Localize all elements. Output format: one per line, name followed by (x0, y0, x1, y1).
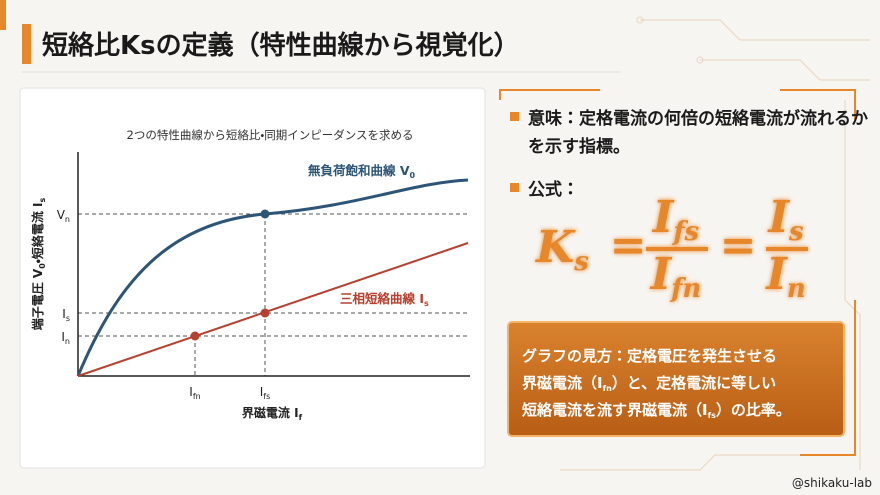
subscript: n (787, 274, 806, 304)
fraction-bar (646, 247, 708, 251)
text: I (766, 192, 790, 243)
text: 三相短絡曲線 I (340, 291, 424, 306)
text: 無負荷飽和曲線 V (308, 163, 410, 178)
meaning: を示す指標。 (528, 136, 630, 157)
numerator: Ifs (651, 192, 700, 247)
x-tick-label: Ifn (189, 385, 200, 401)
chart-caption: 2つの特性曲線から短絡比・同期インピーダンスを求める (127, 128, 414, 142)
curve-label: 無負荷飽和曲線 V0 (308, 163, 416, 180)
subscript: 0 (410, 171, 416, 180)
text: I (651, 192, 675, 243)
text: ）と、定格電流に等しい (612, 374, 776, 392)
corner-accent (0, 0, 6, 30)
subscript: fs (263, 392, 270, 401)
formula: Ks = Ifs Ifn = Is In (534, 192, 808, 304)
numerator: Is (766, 192, 804, 247)
decoration (560, 16, 870, 471)
subscript: s (788, 217, 804, 247)
title: 短絡比Ksの定義（特性曲線から視覚化） (42, 30, 520, 61)
bullet (510, 183, 519, 192)
subscript: s (573, 247, 589, 277)
note-line: グラフの見方：定格電圧を発生させる (522, 347, 777, 365)
text: 短絡電流を流す界磁電流（I (522, 401, 708, 419)
formula-heading: 公式： (528, 179, 579, 200)
credit: @shikaku-lab (792, 476, 872, 490)
subscript: 0 (38, 263, 47, 269)
y-tick-label: In (61, 330, 70, 346)
equals: = (610, 220, 647, 271)
subscript: fn (669, 274, 701, 304)
subscript: s (66, 314, 70, 323)
text: 端子電圧 V (30, 268, 45, 330)
text: 界磁電流（I (522, 374, 603, 392)
subscript: s (38, 197, 47, 202)
text: V (57, 208, 66, 222)
text: I (260, 385, 264, 399)
text: I (189, 385, 193, 399)
subscript: fn (193, 392, 201, 401)
denominator: In (764, 249, 806, 304)
plot (76, 152, 470, 377)
point (260, 209, 270, 219)
short-circuit-line (77, 242, 469, 377)
curve-label: 三相短絡曲線 Is (340, 291, 429, 308)
text: I (61, 330, 65, 344)
text: I (764, 249, 788, 300)
meaning: 意味：定格電流の何倍の短絡電流が流れるか (528, 108, 868, 129)
note-box (507, 321, 845, 437)
subscript: fn (603, 384, 612, 393)
text: ・短絡電流 I (30, 202, 45, 263)
text: グラフの見方：定格電圧を発生させる (522, 347, 777, 365)
fraction-bar (766, 247, 808, 251)
note-line: 短絡電流を流す界磁電流（Ifs）の比率。 (522, 401, 791, 420)
title-accent (22, 24, 31, 64)
point (190, 331, 200, 341)
subscript: n (65, 215, 70, 224)
subscript: fs (671, 217, 699, 247)
x-tick-label: Ifs (260, 385, 271, 401)
subscript: n (65, 337, 70, 346)
y-tick-label: Is (62, 307, 70, 323)
x-axis-label: 界磁電流 If (242, 405, 303, 422)
subscript: fs (708, 411, 716, 420)
text: K (534, 222, 576, 273)
note-line: 界磁電流（Ifn）と、定格電流に等しい (522, 374, 776, 393)
point (260, 308, 270, 318)
denominator: Ifn (649, 249, 702, 304)
subscript: s (424, 299, 429, 308)
text: I (62, 307, 66, 321)
subscript: f (299, 413, 303, 422)
text: ）の比率。 (716, 401, 791, 419)
chart-card (19, 87, 486, 469)
text: 界磁電流 I (242, 405, 299, 420)
bullet (510, 112, 519, 121)
equals: = (720, 220, 757, 271)
panel-frame (499, 89, 856, 456)
formula-lhs: Ks (534, 222, 589, 277)
text: I (649, 249, 673, 300)
y-tick-label: Vn (57, 208, 70, 224)
y-axis-label: 端子電圧 V0・短絡電流 Is (30, 197, 47, 330)
